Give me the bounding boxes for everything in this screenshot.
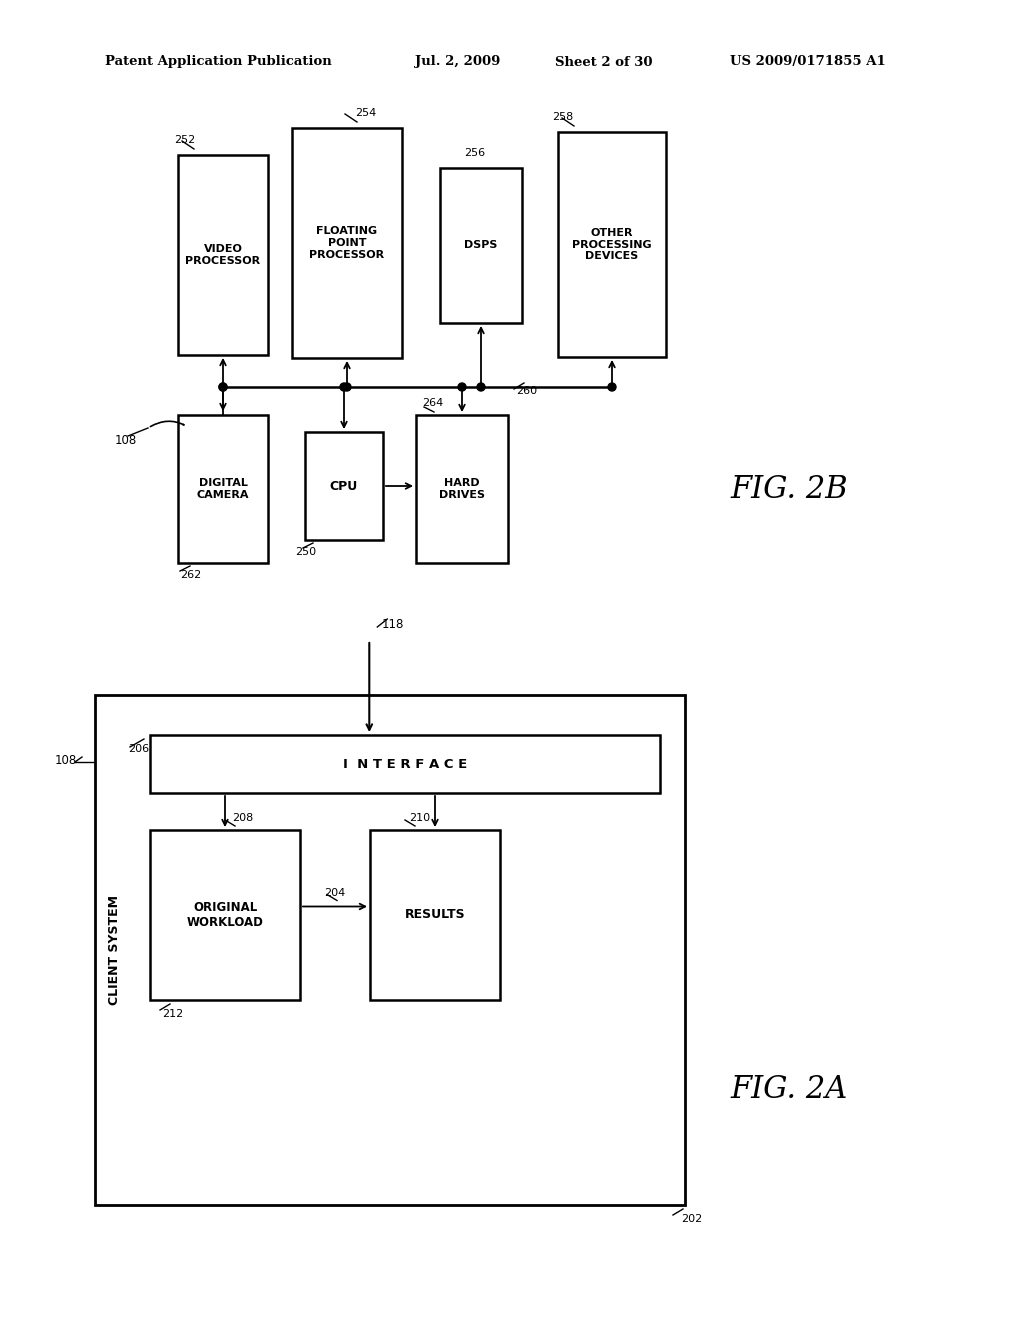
Text: 252: 252 xyxy=(174,135,196,145)
Text: 254: 254 xyxy=(355,108,376,117)
Text: 206: 206 xyxy=(128,744,150,754)
Circle shape xyxy=(477,383,485,391)
Bar xyxy=(440,168,522,323)
Bar xyxy=(558,132,666,356)
Bar xyxy=(370,830,500,1001)
Bar xyxy=(292,128,402,358)
Text: ORIGINAL
WORKLOAD: ORIGINAL WORKLOAD xyxy=(186,902,263,929)
Text: 262: 262 xyxy=(180,570,202,579)
Text: DSPS: DSPS xyxy=(464,240,498,251)
Text: OTHER
PROCESSING
DEVICES: OTHER PROCESSING DEVICES xyxy=(572,228,652,261)
Text: 204: 204 xyxy=(325,887,346,898)
Text: 208: 208 xyxy=(232,813,254,822)
Text: Patent Application Publication: Patent Application Publication xyxy=(105,55,332,69)
Text: 264: 264 xyxy=(422,399,443,408)
Text: DIGITAL
CAMERA: DIGITAL CAMERA xyxy=(197,478,249,500)
Text: 250: 250 xyxy=(295,546,316,557)
Text: Jul. 2, 2009: Jul. 2, 2009 xyxy=(415,55,501,69)
Text: I  N T E R F A C E: I N T E R F A C E xyxy=(343,758,467,771)
Text: 108: 108 xyxy=(55,754,77,767)
Bar xyxy=(178,154,268,355)
Text: 258: 258 xyxy=(552,112,573,121)
Text: 118: 118 xyxy=(381,619,403,631)
Text: CPU: CPU xyxy=(330,479,358,492)
FancyArrowPatch shape xyxy=(151,421,184,426)
Bar xyxy=(416,414,508,564)
Bar xyxy=(305,432,383,540)
Text: 210: 210 xyxy=(409,813,430,822)
Bar xyxy=(178,414,268,564)
Bar xyxy=(95,696,685,1205)
Bar xyxy=(150,830,300,1001)
Text: Sheet 2 of 30: Sheet 2 of 30 xyxy=(555,55,652,69)
Bar xyxy=(150,735,660,793)
Text: CLIENT SYSTEM: CLIENT SYSTEM xyxy=(109,895,122,1005)
Circle shape xyxy=(340,383,348,391)
Text: US 2009/0171855 A1: US 2009/0171855 A1 xyxy=(730,55,886,69)
Text: FLOATING
POINT
PROCESSOR: FLOATING POINT PROCESSOR xyxy=(309,227,385,260)
Circle shape xyxy=(608,383,616,391)
Text: FIG. 2B: FIG. 2B xyxy=(730,474,848,506)
Text: 260: 260 xyxy=(516,385,538,396)
Circle shape xyxy=(219,383,227,391)
Circle shape xyxy=(343,383,351,391)
Text: VIDEO
PROCESSOR: VIDEO PROCESSOR xyxy=(185,244,260,265)
Text: 212: 212 xyxy=(162,1008,183,1019)
Text: 256: 256 xyxy=(465,148,485,158)
Text: 108: 108 xyxy=(115,433,137,446)
Text: HARD
DRIVES: HARD DRIVES xyxy=(439,478,485,500)
Circle shape xyxy=(458,383,466,391)
Text: 202: 202 xyxy=(681,1214,702,1224)
Text: FIG. 2A: FIG. 2A xyxy=(730,1074,847,1106)
Circle shape xyxy=(219,383,227,391)
Text: RESULTS: RESULTS xyxy=(404,908,465,921)
